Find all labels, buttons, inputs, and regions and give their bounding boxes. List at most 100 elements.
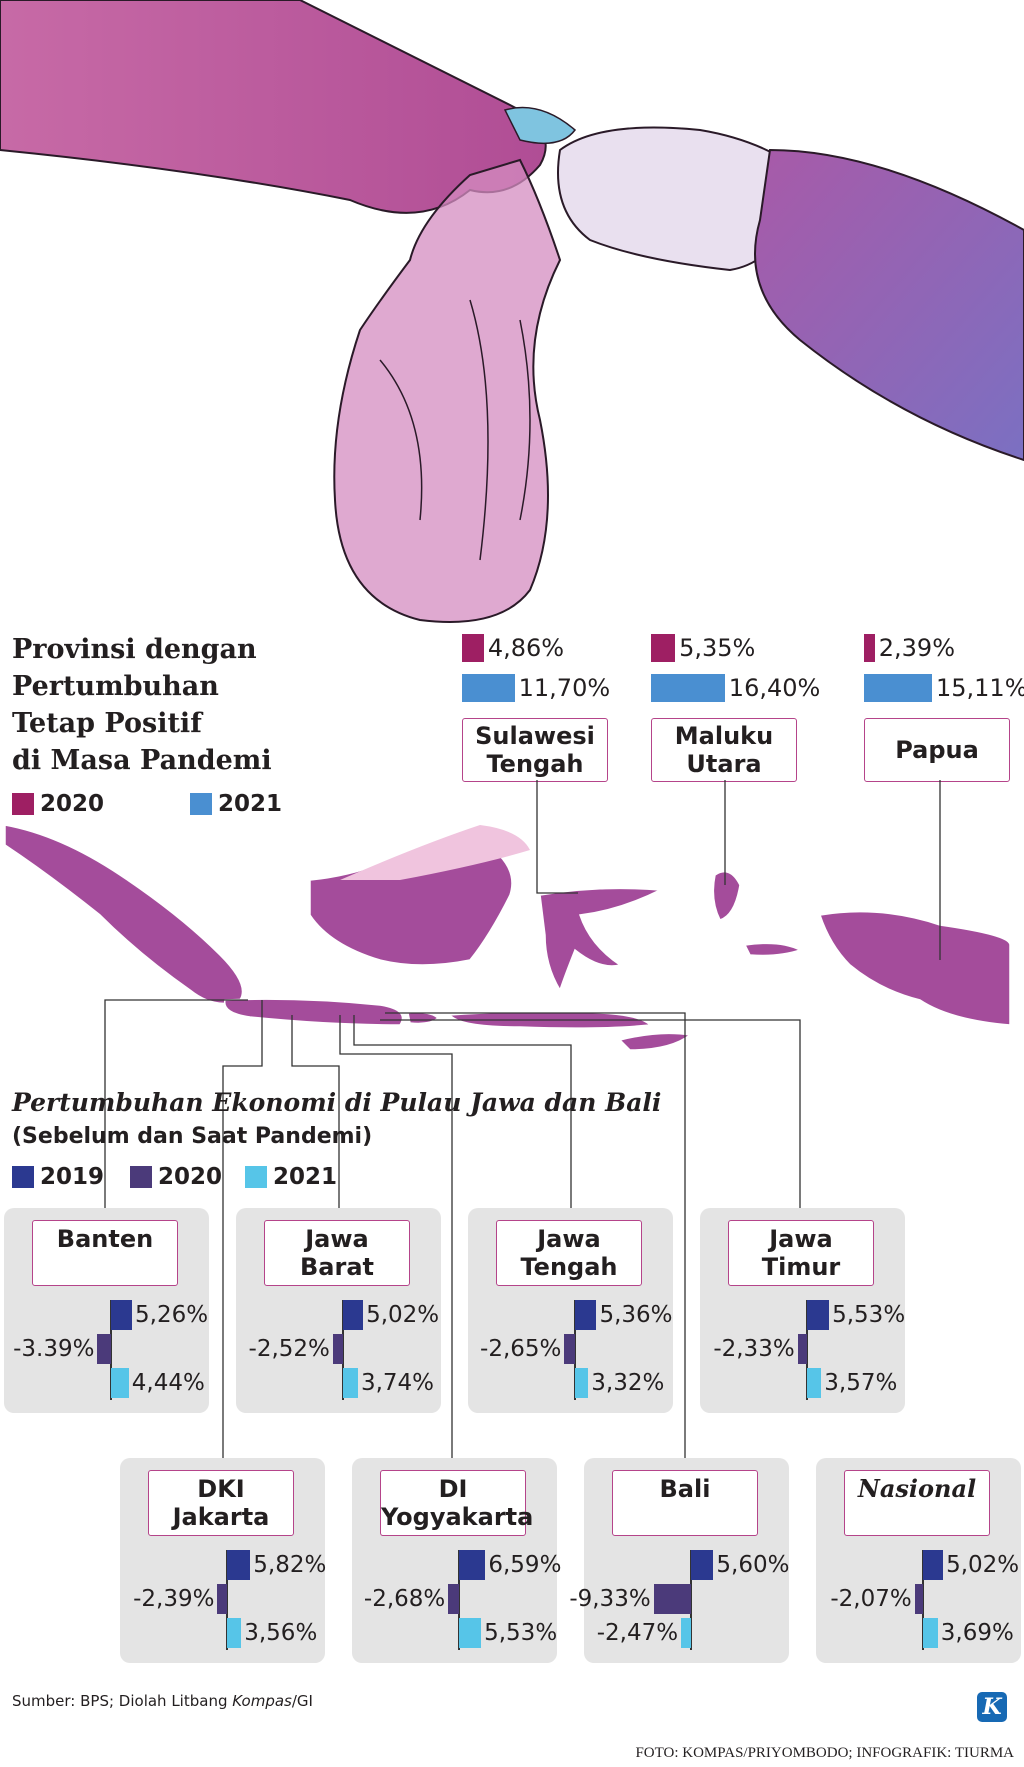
source-suffix: /GI — [291, 1692, 313, 1710]
data-label-2020: -2,52% — [248, 1336, 330, 1362]
category-label: DI — [438, 1475, 468, 1503]
zero-axis — [922, 1550, 924, 1650]
zero-axis — [458, 1550, 460, 1650]
bar-2019 — [691, 1550, 714, 1580]
category-label: Tengah — [486, 750, 584, 778]
bar-row-maluku-utara-2020: 5,35% — [651, 634, 755, 662]
data-label-2021: 3,69% — [940, 1620, 1014, 1646]
zero-axis — [110, 1300, 112, 1400]
data-label-2020: -9,33% — [569, 1586, 651, 1612]
bar-2019 — [575, 1300, 597, 1330]
bar-2021 — [923, 1618, 938, 1648]
category-label: DKI — [197, 1475, 245, 1503]
legend-swatch-2019 — [12, 1166, 34, 1188]
data-label-2021: 5,53% — [484, 1620, 558, 1646]
zero-axis — [806, 1300, 808, 1400]
bar-2020 — [797, 1334, 807, 1364]
category-label: Maluku — [674, 722, 774, 750]
data-label-2021: 3,56% — [244, 1620, 318, 1646]
bar — [651, 674, 725, 702]
bar — [864, 674, 932, 702]
province-label-sulawesi-tengah: Sulawesi Tengah — [462, 718, 608, 782]
data-label-2020: -3.39% — [13, 1336, 95, 1362]
bar-2019 — [343, 1300, 364, 1330]
data-label-2019: 5,02% — [946, 1552, 1020, 1578]
data-label-2019: 5,82% — [253, 1552, 327, 1578]
source-prefix: Sumber: BPS; Diolah Litbang — [12, 1692, 233, 1710]
data-label-2020: -2,39% — [133, 1586, 215, 1612]
hands-plastic-bag-illustration — [0, 0, 1024, 623]
zero-axis — [226, 1550, 228, 1650]
bar-2019 — [111, 1300, 133, 1330]
bottom-chart-subtitle: (Sebelum dan Saat Pandemi) — [12, 1124, 373, 1149]
data-label-2021: 3,32% — [591, 1370, 665, 1396]
bar-row-sulawesi-tengah-2020: 4,86% — [462, 634, 564, 662]
title-line: di Masa Pandemi — [12, 745, 272, 776]
legend-2019: 2019 — [12, 1164, 104, 1190]
category-label: Papua — [895, 736, 979, 764]
data-label-2021: 4,44% — [131, 1370, 205, 1396]
kompas-logo-icon: K — [977, 1692, 1007, 1722]
bar-row-papua-2021: 15,11% — [864, 674, 1024, 702]
bar-2020 — [217, 1584, 227, 1614]
legend-swatch-2020 — [12, 793, 34, 815]
indonesia-map — [4, 824, 1011, 1051]
bar-2021 — [343, 1368, 358, 1398]
bar-2020 — [564, 1334, 575, 1364]
data-label: 2,39% — [878, 634, 955, 662]
zero-axis — [342, 1300, 344, 1400]
zero-axis — [690, 1550, 692, 1650]
bar-2019 — [807, 1300, 830, 1330]
category-label: Nasional — [857, 1474, 977, 1503]
bar — [651, 634, 676, 662]
panel-jawa-barat: Jawa Barat 5,02% -2,52% 3,74% — [236, 1208, 441, 1413]
data-label-2021: -2,47% — [596, 1620, 679, 1646]
region-label: Bali — [612, 1470, 758, 1536]
bar-2020 — [914, 1584, 923, 1614]
panel-nasional: Nasional 5,02% -2,07% 3,69% — [816, 1458, 1021, 1663]
title-line: Provinsi dengan — [12, 634, 257, 665]
region-label: Nasional — [844, 1470, 990, 1536]
zero-axis — [574, 1300, 576, 1400]
category-label: Banten — [56, 1225, 154, 1253]
data-label-2020: -2,33% — [713, 1336, 795, 1362]
bar-2019 — [923, 1550, 944, 1580]
legend-swatch-2020 — [130, 1166, 152, 1188]
bottom-chart-title: Pertumbuhan Ekonomi di Pulau Jawa dan Ba… — [12, 1088, 662, 1117]
title-line: Tetap Positif — [12, 708, 202, 739]
bar-2020 — [653, 1584, 691, 1614]
bar — [462, 674, 515, 702]
data-label: 4,86% — [487, 634, 565, 662]
data-label-2020: -2,68% — [363, 1586, 446, 1612]
data-label-2019: 5,36% — [599, 1302, 673, 1328]
bar-2020 — [448, 1584, 459, 1614]
bar-2021 — [459, 1618, 482, 1648]
bar-2019 — [227, 1550, 251, 1580]
region-label: DI Yogyakarta — [380, 1470, 533, 1536]
region-label: DKI Jakarta — [148, 1470, 294, 1536]
legend-label: 2021 — [273, 1164, 338, 1190]
data-label-2020: -2,65% — [480, 1336, 562, 1362]
bar-2021 — [111, 1368, 129, 1398]
source-italic: Kompas — [232, 1692, 292, 1710]
data-label-2019: 6,59% — [488, 1552, 562, 1578]
photo-credit: FOTO: KOMPAS/PRIYOMBODO; INFOGRAFIK: TIU… — [635, 1745, 1014, 1761]
category-label: Bali — [659, 1475, 711, 1503]
data-label-2021: 3,57% — [824, 1370, 898, 1396]
panel-dki-jakarta: DKI Jakarta 5,82% -2,39% 3,56% — [120, 1458, 327, 1663]
category-label: Barat — [300, 1253, 374, 1281]
legend-label: 2019 — [40, 1164, 105, 1190]
category-label: Jawa — [305, 1225, 369, 1253]
panel-jawa-timur: Jawa Timur 5,53% -2,33% 3,57% — [700, 1208, 905, 1413]
region-label: Jawa Timur — [728, 1220, 874, 1286]
bar-2021 — [681, 1618, 691, 1648]
bar-row-sulawesi-tengah-2021: 11,70% — [462, 674, 610, 702]
panel-jawa-tengah: Jawa Tengah 5,36% -2,65% 3,32% — [468, 1208, 673, 1413]
region-label: Jawa Barat — [264, 1220, 410, 1286]
bar-2021 — [575, 1368, 589, 1398]
data-label-2019: 5,26% — [135, 1302, 209, 1328]
top-chart-title: Provinsi dengan Pertumbuhan Tetap Positi… — [12, 631, 272, 779]
category-label: Utara — [686, 750, 762, 778]
category-label: Sulawesi — [475, 722, 595, 750]
region-label: Banten — [32, 1220, 178, 1286]
